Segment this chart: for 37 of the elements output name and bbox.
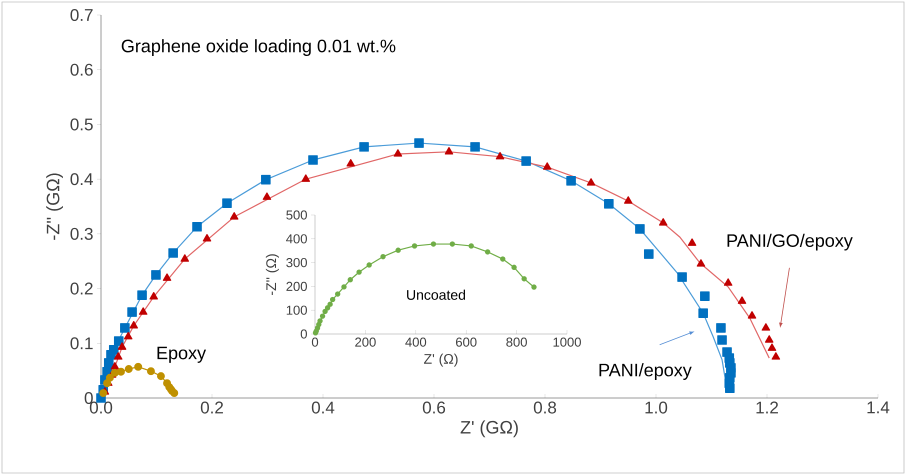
x-tick-label: 400 [405,338,426,347]
annotation: PANI/epoxy [600,363,692,380]
x-tick-label: 1.2 [756,402,778,414]
y-tick-label: 0 [300,329,307,339]
x-tick-label: 0.8 [534,402,556,414]
y-axis-title: -Z'' (Ω) [266,254,279,295]
x-tick-label: 1000 [554,338,581,347]
y-tick-label: 100 [286,306,307,315]
x-tick-label: 0.2 [200,402,223,414]
x-tick-label: 0.0 [90,402,112,414]
y-tick-label: 500 [286,210,307,220]
y-tick-label: 200 [286,282,307,291]
x-tick-label: 1.4 [867,402,890,414]
y-tick-label: 0.4 [70,173,93,186]
y-tick-label: 0.7 [70,8,93,22]
x-tick-label: 0 [312,338,318,347]
y-tick-label: 0.5 [70,118,93,130]
y-tick-label: 0.6 [70,64,93,76]
x-tick-label: 1.0 [645,402,668,414]
annotation: Graphene oxide loading 0.01 wt.% [122,39,396,56]
y-tick-label: 0.1 [70,337,93,350]
annotation: PANI/GO/epoxy [728,234,853,251]
y-tick-label: 0 [84,392,93,404]
x-axis-title: Z' (GΩ) [460,420,518,438]
y-axis-title: -Z'' (GΩ) [46,173,63,240]
x-tick-label: 0.6 [422,402,446,414]
y-tick-label: 300 [286,258,307,268]
x-axis-title: Z' (Ω) [424,354,458,367]
x-tick-label: 200 [355,338,376,347]
annotation: Uncoated [407,290,466,300]
y-tick-label: 0.2 [70,282,93,295]
annotation: Epoxy [158,346,206,363]
x-tick-label: 800 [506,338,527,347]
y-tick-label: 0.3 [70,228,93,240]
x-tick-label: 0.4 [312,402,334,414]
y-tick-label: 400 [286,234,307,244]
x-tick-label: 600 [456,338,477,347]
